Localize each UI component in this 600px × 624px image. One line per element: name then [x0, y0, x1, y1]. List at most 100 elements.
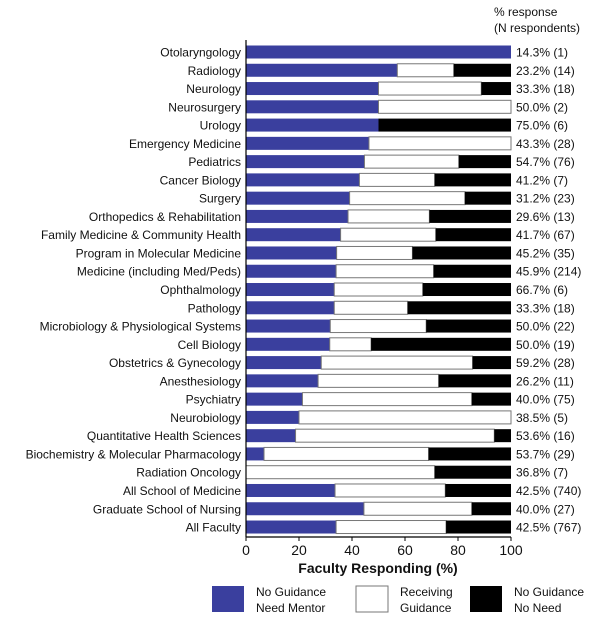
bar-segment-no-guidance-no-need — [434, 465, 511, 479]
bar-segment-receiving-guidance — [349, 191, 466, 206]
category-label: Radiology — [188, 64, 241, 78]
bar-segment-no-guidance-no-need — [433, 264, 511, 278]
category-label: Neurology — [186, 82, 241, 96]
category-label: Radiation Oncology — [136, 466, 241, 480]
bar-segment-no-guidance-need-mentor — [246, 392, 303, 406]
category-label: Pediatrics — [188, 155, 241, 169]
bar-segment-receiving-guidance — [335, 520, 447, 535]
bar-segment-no-guidance-need-mentor — [246, 520, 337, 534]
response-label: 31.2% (23) — [516, 192, 575, 206]
bar-segment-no-guidance-no-need — [472, 356, 511, 370]
legend-swatch — [470, 586, 502, 612]
x-tick-label: 0 — [242, 542, 250, 558]
category-label: Program in Molecular Medicine — [76, 246, 242, 260]
bar-segment-no-guidance-no-need — [494, 429, 511, 443]
bar-segment-receiving-guidance — [320, 355, 474, 370]
bar-segment-receiving-guidance — [378, 81, 482, 96]
response-label: 54.7% (76) — [516, 155, 575, 169]
x-tick-label: 20 — [291, 542, 307, 558]
category-label: All School of Medicine — [123, 484, 241, 498]
bar-segment-receiving-guidance — [335, 264, 435, 279]
bar-segment-no-guidance-no-need — [445, 483, 511, 497]
bar-segment-no-guidance-need-mentor — [246, 264, 337, 278]
response-label: 75.0% (6) — [516, 119, 568, 133]
response-label: 33.3% (18) — [516, 82, 575, 96]
x-axis-title: Faculty Responding (%) — [298, 560, 457, 576]
bar-segment-no-guidance-need-mentor — [246, 483, 336, 497]
bar-segment-receiving-guidance — [295, 428, 495, 443]
x-tick-label: 40 — [344, 542, 360, 558]
response-label: 50.0% (2) — [516, 100, 568, 114]
response-label: 26.2% (11) — [516, 374, 574, 388]
category-label: Surgery — [199, 192, 241, 206]
bar-segment-no-guidance-need-mentor — [246, 82, 379, 96]
category-label: Otolaryngology — [160, 46, 241, 60]
right-header-line2: (N respondents) — [494, 21, 580, 35]
response-label: 53.6% (16) — [516, 429, 575, 443]
response-label: 42.5% (767) — [516, 521, 581, 535]
bar-segment-no-guidance-need-mentor — [246, 228, 341, 242]
bar-segment-no-guidance-no-need — [412, 246, 511, 260]
category-label: Urology — [200, 119, 241, 133]
bar-segment-no-guidance-need-mentor — [246, 136, 369, 150]
bar-segment-no-guidance-need-mentor — [246, 155, 365, 169]
category-label: Cell Biology — [178, 338, 241, 352]
bar-segment-no-guidance-need-mentor — [246, 209, 349, 223]
legend-label: Guidance — [400, 601, 452, 615]
category-label: Quantitative Health Sciences — [87, 429, 241, 443]
x-tick-label: 100 — [499, 542, 523, 558]
response-label: 45.2% (35) — [516, 246, 575, 260]
bar-segment-no-guidance-no-need — [481, 82, 511, 96]
x-tick-label: 60 — [397, 542, 413, 558]
bar-segment-receiving-guidance — [358, 172, 436, 187]
bar-segment-receiving-guidance — [378, 99, 512, 114]
x-tick-label: 80 — [450, 542, 466, 558]
bar-segment-no-guidance-need-mentor — [246, 45, 511, 59]
response-label: 40.0% (27) — [516, 502, 575, 516]
bar-segment-receiving-guidance — [263, 446, 430, 461]
bar-segment-receiving-guidance — [317, 373, 440, 388]
response-label: 59.2% (28) — [516, 356, 575, 370]
legend-swatch — [355, 585, 389, 613]
bar-segment-receiving-guidance — [363, 154, 460, 169]
bar-segment-receiving-guidance — [329, 337, 372, 352]
bar-segment-no-guidance-need-mentor — [246, 118, 379, 132]
response-label: 66.7% (6) — [516, 283, 568, 297]
bar-segment-no-guidance-need-mentor — [246, 429, 296, 443]
bar-segment-no-guidance-no-need — [378, 118, 511, 132]
category-label: Neurosurgery — [168, 100, 241, 114]
response-label: 14.3% (1) — [516, 46, 568, 60]
bar-segment-receiving-guidance — [333, 300, 409, 315]
response-label: 50.0% (19) — [516, 338, 575, 352]
bar-segment-no-guidance-no-need — [471, 392, 511, 406]
bar-segment-no-guidance-no-need — [428, 447, 511, 461]
bar-segment-receiving-guidance — [396, 63, 455, 78]
category-label: Anesthesiology — [160, 374, 241, 388]
bar-segment-no-guidance-need-mentor — [246, 319, 331, 333]
bar-segment-no-guidance-need-mentor — [246, 173, 360, 187]
bar-segment-no-guidance-no-need — [429, 209, 511, 223]
bar-segment-no-guidance-no-need — [434, 173, 511, 187]
category-label: Graduate School of Nursing — [93, 502, 241, 516]
response-label: 42.5% (740) — [516, 484, 581, 498]
legend-label: No Need — [514, 601, 561, 615]
response-label: 43.3% (28) — [516, 137, 575, 151]
response-label: 33.3% (18) — [516, 301, 575, 315]
bar-segment-no-guidance-no-need — [453, 63, 511, 77]
bar-segment-no-guidance-need-mentor — [246, 410, 299, 424]
legend-label: Need Mentor — [256, 601, 325, 615]
bar-segment-receiving-guidance — [329, 319, 427, 334]
bar-segment-no-guidance-no-need — [371, 337, 511, 351]
bar-segment-receiving-guidance — [340, 227, 437, 242]
bar-segment-no-guidance-no-need — [458, 155, 511, 169]
bar-segment-receiving-guidance — [333, 282, 424, 297]
response-label: 23.2% (14) — [516, 64, 575, 78]
bar-segment-receiving-guidance — [334, 483, 446, 498]
bar-segment-receiving-guidance — [368, 136, 512, 151]
bar-segment-no-guidance-need-mentor — [246, 283, 335, 297]
response-label: 29.6% (13) — [516, 210, 575, 224]
bar-segment-receiving-guidance — [298, 410, 512, 425]
right-header-line1: % response — [494, 5, 558, 19]
bar-segment-no-guidance-need-mentor — [246, 337, 330, 351]
